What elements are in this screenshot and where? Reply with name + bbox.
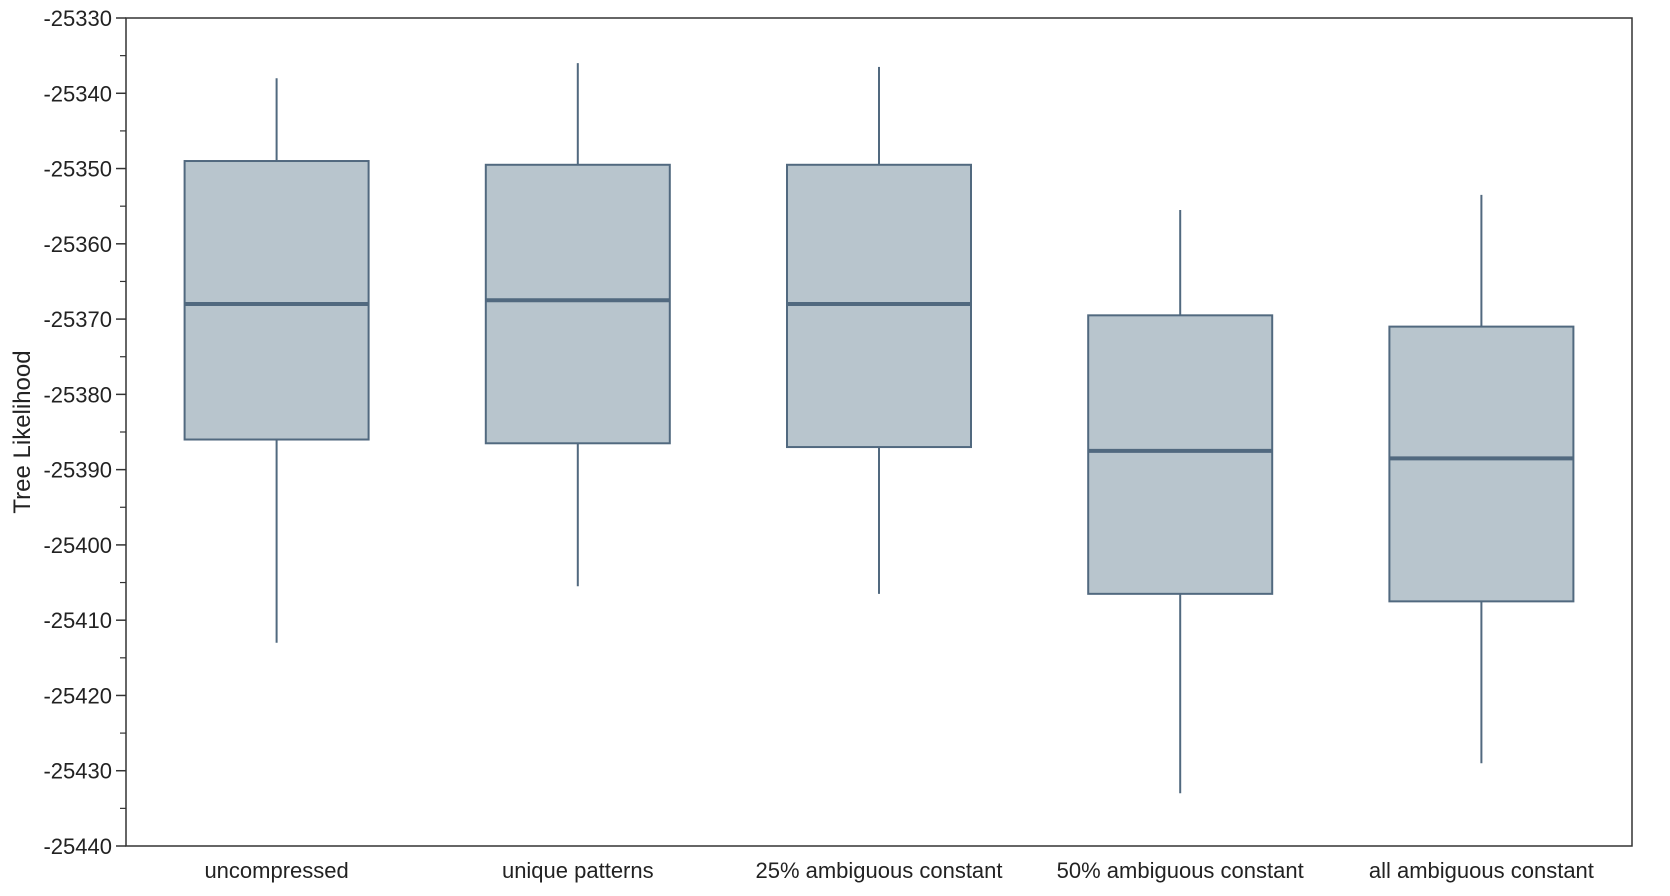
box-group xyxy=(1388,194,1575,764)
y-tick-label: -25410 xyxy=(43,608,112,633)
x-category-label: 25% ambiguous constant xyxy=(755,858,1002,883)
iqr-box xyxy=(1087,314,1274,595)
y-tick-label: -25350 xyxy=(43,157,112,182)
y-tick-label: -25380 xyxy=(43,382,112,407)
y-tick-label: -25360 xyxy=(43,232,112,257)
iqr-box xyxy=(183,160,370,441)
x-category-label: all ambiguous constant xyxy=(1369,858,1594,883)
box-group xyxy=(484,63,671,587)
y-tick-label: -25330 xyxy=(43,6,112,31)
y-axis-label: Tree Likelihood xyxy=(9,350,36,513)
x-category-label: unique patterns xyxy=(502,858,654,883)
y-axis-ticks: -25330 -25340 -25350 -25360 -25370 -25380 -253… xyxy=(43,6,126,859)
y-tick-label: -25400 xyxy=(43,533,112,558)
iqr-box xyxy=(1388,325,1575,603)
y-tick-label: -25440 xyxy=(43,834,112,859)
y-tick-label: -25340 xyxy=(43,81,112,106)
boxes-layer xyxy=(183,63,1575,794)
x-axis-ticks: uncompressed unique patterns 25% ambiguous… xyxy=(204,858,1593,883)
box-group xyxy=(183,78,370,643)
x-category-label: 50% ambiguous constant xyxy=(1057,858,1304,883)
y-tick-label: -25370 xyxy=(43,307,112,332)
box-group xyxy=(1087,209,1274,794)
x-category-label: uncompressed xyxy=(204,858,348,883)
box-group xyxy=(786,66,972,594)
iqr-box xyxy=(484,163,671,445)
y-tick-label: -25430 xyxy=(43,759,112,784)
y-tick-label: -25420 xyxy=(43,683,112,708)
y-tick-label: -25390 xyxy=(43,458,112,483)
